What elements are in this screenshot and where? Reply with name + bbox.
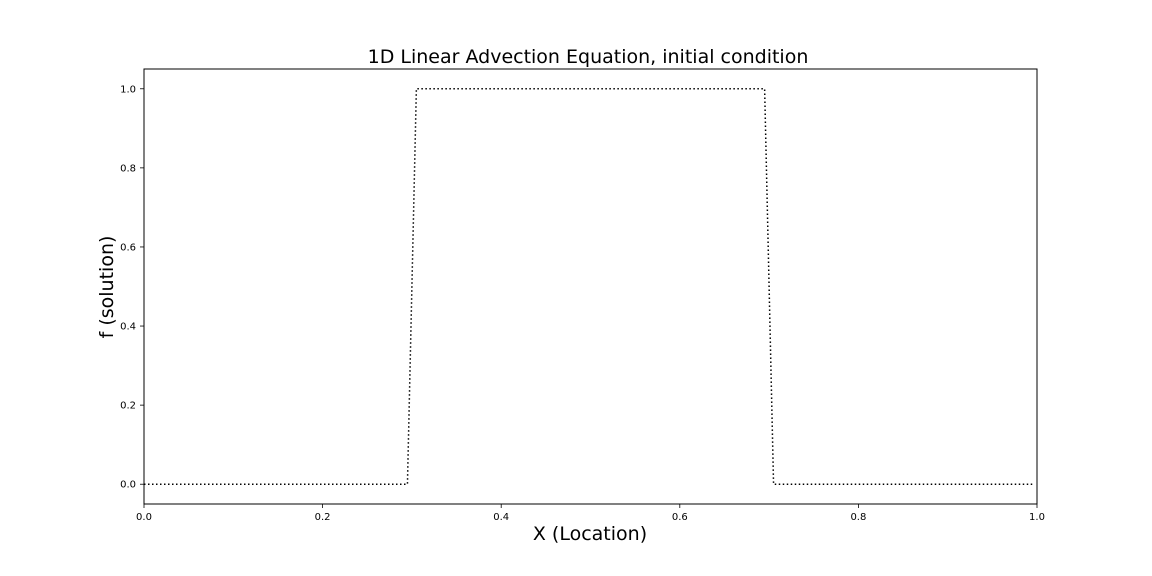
y-tick-label: 1.0 — [120, 84, 136, 95]
y-tick-label: 0.6 — [120, 242, 136, 253]
plot-area — [144, 69, 1037, 504]
x-axis: 0.0 0.2 0.4 0.6 0.8 1.0 — [136, 504, 1045, 523]
y-tick-label: 0.0 — [120, 480, 136, 491]
series-line-0 — [144, 88, 1033, 485]
y-axis-title: f (solution) — [96, 236, 118, 339]
y-tick-label: 0.8 — [120, 163, 136, 174]
x-tick-label: 0.4 — [493, 512, 509, 523]
series-layer — [144, 88, 1033, 485]
x-tick-label: 0.0 — [136, 512, 152, 523]
x-tick-label: 0.8 — [850, 512, 866, 523]
plot-frame — [143, 68, 1038, 505]
chart-title: 1D Linear Advection Equation, initial co… — [368, 46, 809, 68]
y-tick-label: 0.4 — [120, 322, 136, 333]
x-tick-label: 0.2 — [315, 512, 331, 523]
x-tick-label: 0.6 — [672, 512, 688, 523]
y-axis: 0.0 0.2 0.4 0.6 0.8 1.0 — [120, 84, 144, 491]
x-tick-label: 1.0 — [1029, 512, 1045, 523]
x-axis-title: X (Location) — [533, 523, 647, 545]
y-tick-label: 0.2 — [120, 401, 136, 412]
